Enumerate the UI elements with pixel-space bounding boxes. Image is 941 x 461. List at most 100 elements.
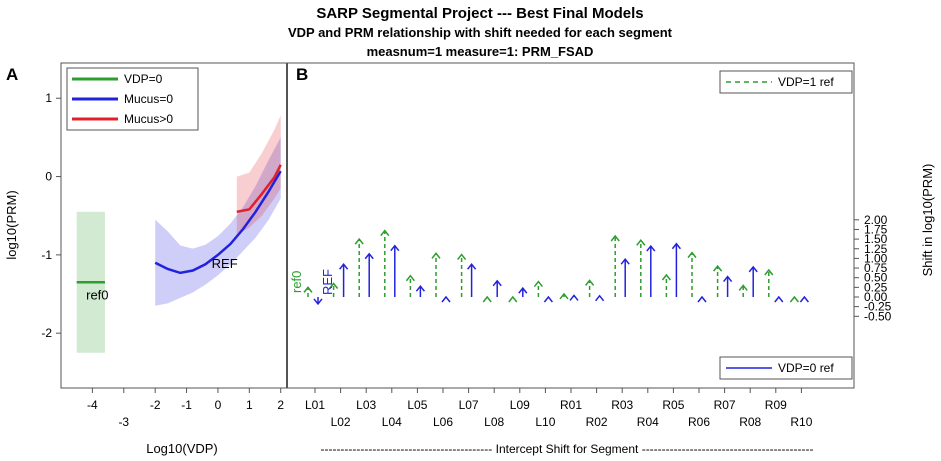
mucus0-line bbox=[154, 170, 282, 275]
vdp1-ref-arrow-R05 bbox=[661, 273, 671, 297]
a-x-tick-label: 0 bbox=[215, 398, 222, 412]
panel-b-ref0-annotation: ref0 bbox=[289, 271, 304, 293]
b-y-tick-label: 0.50 bbox=[864, 271, 888, 285]
legend-vdp1-label: VDP=1 ref bbox=[778, 75, 834, 89]
vdp0-ref-arrow-R02 bbox=[595, 294, 605, 302]
a-x-tick-label: 2 bbox=[277, 398, 284, 412]
panel-b: 2.001.751.501.251.000.750.500.250.00-0.2… bbox=[289, 70, 935, 456]
mucuspos-line bbox=[236, 164, 282, 214]
vdp0-ref-arrow-R01 bbox=[569, 294, 579, 301]
b-x-tick-label: R01 bbox=[560, 398, 582, 412]
vdp1-ref-arrow-L09 bbox=[508, 295, 518, 303]
vdp1-ref-arrow-R03 bbox=[610, 234, 620, 297]
vdp0-ref-arrow-L09 bbox=[518, 286, 528, 297]
b-x-tick-label: L04 bbox=[382, 415, 402, 429]
vdp1-ref-arrow-L05 bbox=[405, 274, 415, 297]
vdp1-ref-arrow-R02 bbox=[585, 279, 595, 297]
panel-a-xlabel: Log10(VDP) bbox=[146, 441, 218, 456]
vdp0-ref-arrow-R09 bbox=[774, 295, 784, 303]
vdp0-ref-arrow-R07 bbox=[723, 275, 733, 297]
panel-a-ref0-annotation: ref0 bbox=[86, 287, 108, 302]
panel-a-ylabel: log10(PRM) bbox=[4, 190, 19, 259]
b-x-tick-label: L10 bbox=[535, 415, 555, 429]
vdp0-ref-arrow-R08 bbox=[748, 265, 758, 297]
vdp1-ref-arrow-R01 bbox=[559, 292, 569, 300]
panel-a-y-axis: 1 0 -1 -2 bbox=[41, 91, 61, 340]
panel-a-ref-annotation: REF bbox=[212, 256, 238, 271]
panel-b-ylabel: Shift in log10(PRM) bbox=[920, 164, 935, 277]
b-y-tick-label: 0.75 bbox=[864, 261, 888, 275]
panel-b-label: B bbox=[296, 65, 308, 84]
b-y-tick-label: 1.00 bbox=[864, 251, 888, 265]
vdp0-ref-arrow-L07 bbox=[467, 262, 477, 297]
b-x-tick-label: R08 bbox=[739, 415, 761, 429]
b-y-tick-label: -0.50 bbox=[864, 309, 892, 323]
panel-b-xlabel: ----------------------------------------… bbox=[320, 442, 813, 456]
b-x-tick-label: L02 bbox=[331, 415, 351, 429]
b-x-tick-label: R09 bbox=[765, 398, 787, 412]
plot-frame bbox=[60, 62, 855, 389]
legend-vdp0-label: VDP=0 bbox=[124, 72, 163, 86]
legend-mucus0-label: Mucus=0 bbox=[124, 92, 173, 106]
a-x-tick-label: -1 bbox=[181, 398, 192, 412]
vdp0-ref-arrow-L05 bbox=[415, 284, 425, 297]
vdp1-ref-arrow-R10 bbox=[789, 295, 799, 303]
vdp1-ref-arrow-L02 bbox=[329, 282, 339, 297]
panel-b-legend-bottom: VDP=0 ref bbox=[719, 356, 853, 380]
vdp1-ref-arrow-L01 bbox=[303, 286, 313, 297]
a-y-tick-label: -2 bbox=[41, 326, 52, 340]
title-line-1: SARP Segmental Project --- Best Final Mo… bbox=[316, 5, 643, 22]
vdp1-ref-arrow-R04 bbox=[636, 239, 646, 297]
b-x-tick-label: L03 bbox=[356, 398, 376, 412]
panel-a-legend: VDP=0 Mucus=0 Mucus>0 bbox=[66, 67, 199, 131]
vdp0-ref-arrow-R10 bbox=[799, 295, 809, 303]
b-x-tick-label: R04 bbox=[637, 415, 659, 429]
panel-a-x-axis: -4 -2 -1 0 1 2 -3 bbox=[87, 388, 284, 429]
vdp1-ref-arrow-R06 bbox=[687, 251, 697, 297]
b-x-tick-label: L05 bbox=[407, 398, 427, 412]
legend-mucuspos-label: Mucus>0 bbox=[124, 112, 173, 126]
b-y-tick-label: -0.25 bbox=[864, 300, 892, 314]
legend-vdp0ref-label: VDP=0 ref bbox=[778, 361, 834, 375]
b-y-tick-label: 1.50 bbox=[864, 232, 888, 246]
vdp0-ref-arrow-L04 bbox=[390, 244, 400, 297]
a-y-tick-label: 1 bbox=[45, 91, 52, 105]
b-x-tick-label: L09 bbox=[510, 398, 530, 412]
vdp1-ref-arrow-L06 bbox=[431, 252, 441, 297]
b-x-tick-label: R02 bbox=[586, 415, 608, 429]
title-line-3: measnum=1 measure=1: PRM_FSAD bbox=[367, 44, 594, 59]
panel-a: 1 0 -1 -2 -4 -2 -1 0 1 2 -3 log10(PRM) Log10(VDP)… bbox=[4, 67, 284, 456]
a-x-tick-label: -2 bbox=[150, 398, 161, 412]
panel-b-legend-top: VDP=1 ref bbox=[719, 70, 853, 94]
vdp0-ref-arrow-L10 bbox=[543, 295, 553, 303]
vdp0-ref-arrow-R03 bbox=[620, 257, 630, 297]
b-x-tick-label: R07 bbox=[714, 398, 736, 412]
vdp1-ref-arrow-L07 bbox=[457, 253, 467, 297]
vdp0-ref-arrow-L03 bbox=[364, 252, 374, 297]
b-y-tick-label: 0.25 bbox=[864, 280, 888, 294]
mucuspos-ci-band bbox=[236, 115, 281, 236]
a-x-tick-label: -4 bbox=[87, 398, 98, 412]
b-x-tick-label: L08 bbox=[484, 415, 504, 429]
b-x-tick-label: R06 bbox=[688, 415, 710, 429]
vdp0-ref-arrow-L02 bbox=[339, 262, 349, 297]
vdp1-ref-arrow-L04 bbox=[380, 229, 390, 297]
b-x-tick-label: L07 bbox=[459, 398, 479, 412]
b-x-tick-label: R05 bbox=[662, 398, 684, 412]
b-x-tick-label: R03 bbox=[611, 398, 633, 412]
vdp1-ref-arrow-R09 bbox=[764, 268, 774, 297]
panel-b-ref-annotation: REF bbox=[320, 269, 335, 295]
panel-b-y-axis: 2.001.751.501.251.000.750.500.250.00-0.2… bbox=[854, 213, 892, 323]
vdp1-ref-arrow-L03 bbox=[354, 237, 364, 297]
mucus0-ci-band bbox=[155, 137, 281, 306]
title-line-2: VDP and PRM relationship with shift need… bbox=[288, 25, 673, 40]
a-y-tick-label: 0 bbox=[45, 170, 52, 184]
vdp0-ref-arrow-L01 bbox=[313, 297, 323, 306]
b-x-tick-label: L01 bbox=[305, 398, 325, 412]
vdp0-ref-arrow-L08 bbox=[492, 279, 502, 297]
vdp0-ref-arrow-R05 bbox=[671, 242, 681, 297]
b-x-tick-label: R10 bbox=[790, 415, 812, 429]
b-y-tick-label: 1.75 bbox=[864, 222, 888, 236]
a-x-tick-label: -3 bbox=[118, 415, 129, 429]
